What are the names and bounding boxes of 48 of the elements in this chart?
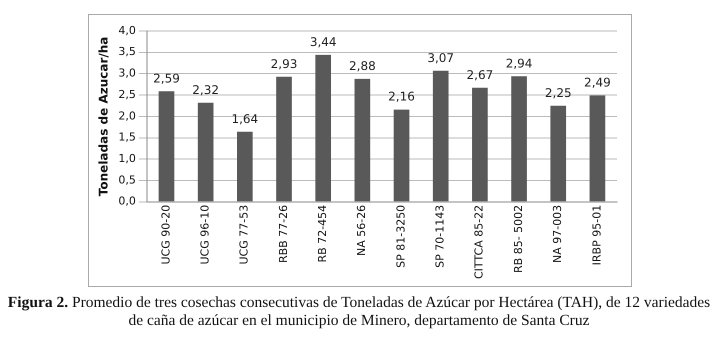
bar xyxy=(237,132,253,202)
data-label: 3,07 xyxy=(427,50,454,65)
bar xyxy=(198,102,214,202)
data-label: 1,64 xyxy=(231,112,258,126)
x-tick-label: SP 81-3250 xyxy=(394,204,408,268)
x-tick-label: RB 85- 5002 xyxy=(512,204,525,273)
data-label: 2,67 xyxy=(466,68,494,82)
x-tick-label: UCG 77-53 xyxy=(238,204,251,265)
y-tick-label: 0,0 xyxy=(118,194,136,208)
x-tick-label: NA 97-003 xyxy=(551,204,564,264)
x-tick-label: UCG 96-10 xyxy=(198,204,212,265)
bar xyxy=(550,106,566,202)
bar xyxy=(354,78,370,202)
data-label: 2,25 xyxy=(544,86,572,100)
x-tick-label: IRBP 95-01 xyxy=(590,204,604,266)
data-label: 2,88 xyxy=(349,58,376,73)
y-axis-title: Toneladas de Azucar/ha xyxy=(96,36,110,196)
data-label: 3,44 xyxy=(310,35,337,50)
data-label: 2,16 xyxy=(388,90,415,104)
text: Promedio de tres cosechas consecutivas de Toneladas de Azúcar por Hectárea (TAH), de 12 variedades de caña de azúcar en el municipio de Minero, departamento de Santa Cruz xyxy=(70,294,710,329)
bar xyxy=(394,110,410,202)
bar xyxy=(511,76,527,202)
data-label: 2,32 xyxy=(192,82,220,97)
bar xyxy=(315,54,332,202)
y-tick-label: 1,0 xyxy=(118,152,136,165)
x-tick-label: SP 70-1143 xyxy=(434,204,447,268)
bar xyxy=(158,91,174,202)
data-label: 2,94 xyxy=(506,56,532,70)
data-label: 2,49 xyxy=(584,76,611,90)
y-tick-label: 3,0 xyxy=(118,66,136,80)
y-tick-label: 2,0 xyxy=(118,109,136,122)
y-tick-label: 4,0 xyxy=(118,24,136,37)
text: Figura 2. xyxy=(8,294,68,311)
bar xyxy=(590,95,606,202)
y-tick-label: 1,5 xyxy=(118,130,136,144)
y-tick-label: 2,5 xyxy=(118,88,136,101)
x-tick-label: UCG 90-20 xyxy=(159,204,172,265)
x-tick-label: NA 56-26 xyxy=(355,204,368,256)
data-label: 2,93 xyxy=(270,56,298,71)
bar xyxy=(472,88,488,202)
y-tick-label: 0,5 xyxy=(118,173,136,186)
x-tick-label: CITTCA 85-22 xyxy=(472,204,486,280)
bar xyxy=(432,70,449,202)
y-tick-label: 3,5 xyxy=(118,45,136,58)
bar xyxy=(276,76,292,202)
x-tick-label: RB 72-454 xyxy=(316,204,330,262)
data-label: 2,59 xyxy=(153,71,180,86)
x-tick-label: RBB 77-26 xyxy=(276,204,290,264)
